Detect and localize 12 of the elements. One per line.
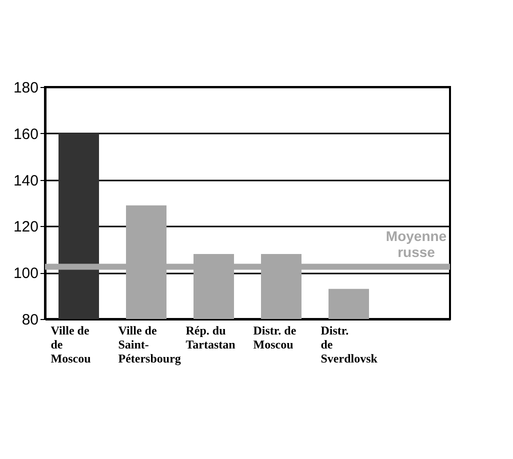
x-tick-label: Rép. du Tartastan (186, 324, 236, 352)
y-tick-label: 180 (13, 80, 38, 96)
ref-line-label: Moyenne russe (386, 228, 447, 260)
x-tick-label: Distr. de Moscou (253, 324, 297, 352)
y-tick-label: 160 (13, 126, 38, 143)
x-tick-label: Ville de de Moscou (50, 324, 92, 366)
x-tick-label: Ville de Saint- Pétersbourg (118, 324, 181, 366)
y-tick-label: 100 (13, 265, 38, 282)
y-tick-label: 80 (22, 312, 38, 328)
x-tick-label: Distr. de Sverdlovsk (320, 324, 378, 366)
y-tick-label: 120 (13, 218, 38, 236)
y-tick-label: 140 (13, 172, 38, 190)
